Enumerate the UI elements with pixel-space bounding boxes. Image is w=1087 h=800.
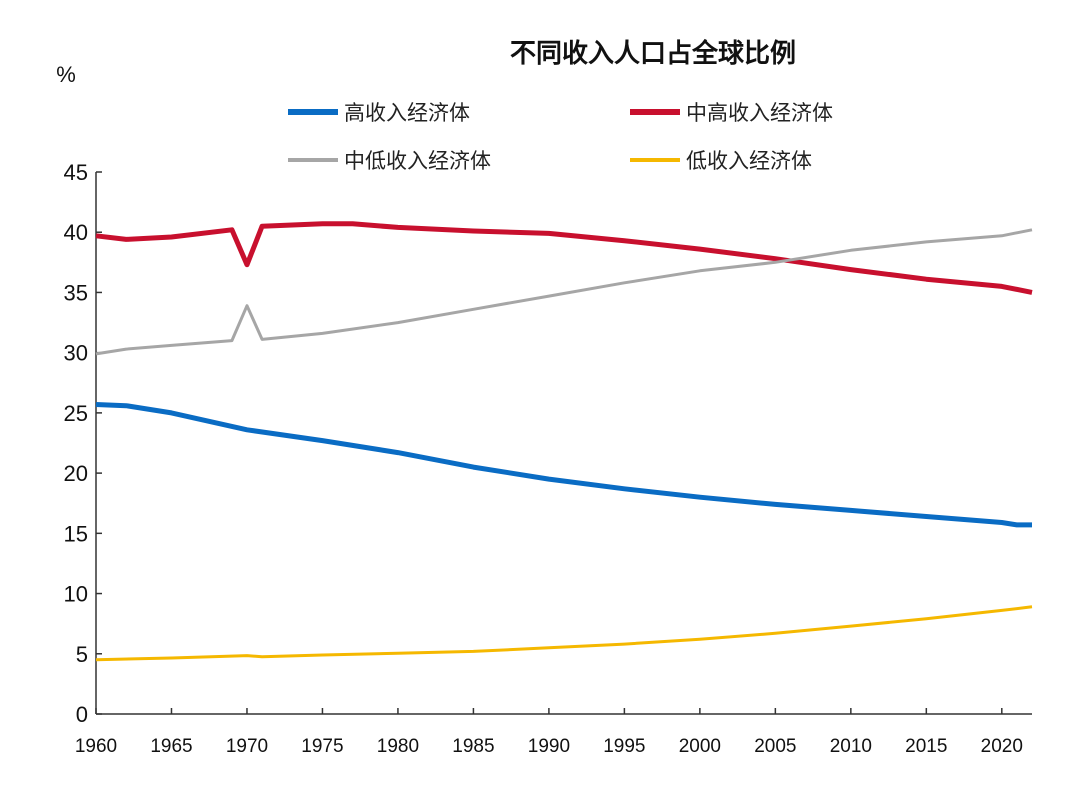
x-tick-label: 1960	[75, 736, 117, 757]
y-tick-label: 45	[64, 160, 88, 185]
legend-item: 中低收入经济体	[288, 150, 491, 173]
y-tick-label: 35	[64, 280, 88, 305]
series-lines	[95, 221, 1033, 662]
x-tick-label: 1990	[528, 736, 570, 757]
y-tick-label: 30	[64, 341, 88, 366]
legend-label: 中低收入经济体	[344, 150, 491, 173]
x-tick-label: 1965	[150, 736, 192, 757]
series-line	[95, 228, 1033, 356]
legend-label: 高收入经济体	[344, 102, 470, 125]
x-tick-label: 2010	[830, 736, 872, 757]
x-tick-label: 1980	[377, 736, 419, 757]
y-tick-label: 0	[76, 702, 88, 727]
axes: 0 5 10 15 20 25 30 35 40 45 1960 1965 1970 1975 1980 19…	[64, 160, 1032, 757]
x-tick-label: 2020	[981, 736, 1023, 757]
chart-title: 不同收入人口占全球比例	[510, 38, 796, 68]
y-tick-label: 20	[64, 461, 88, 486]
x-tick-label: 2000	[679, 736, 721, 757]
legend-label: 中高收入经济体	[686, 102, 833, 125]
y-axis-unit-label: %	[56, 62, 76, 87]
series-line	[95, 221, 1033, 295]
y-tick-label: 15	[64, 521, 88, 546]
x-tick-label: 1975	[301, 736, 343, 757]
legend-item: 中高收入经济体	[630, 102, 833, 125]
y-tick-label: 40	[64, 220, 88, 245]
legend-item: 高收入经济体	[288, 102, 470, 125]
x-tick-label: 1970	[226, 736, 268, 757]
y-tick-label: 25	[64, 401, 88, 426]
legend-item: 低收入经济体	[630, 150, 812, 173]
y-tick-label: 10	[64, 582, 88, 607]
y-tick-label: 5	[76, 642, 88, 667]
x-tick-label: 1985	[452, 736, 494, 757]
x-tick-label: 1995	[603, 736, 645, 757]
legend-label: 低收入经济体	[686, 150, 812, 173]
x-tick-label: 2005	[754, 736, 796, 757]
series-line	[95, 605, 1033, 662]
series-line	[95, 402, 1032, 528]
x-tick-label: 2015	[905, 736, 947, 757]
